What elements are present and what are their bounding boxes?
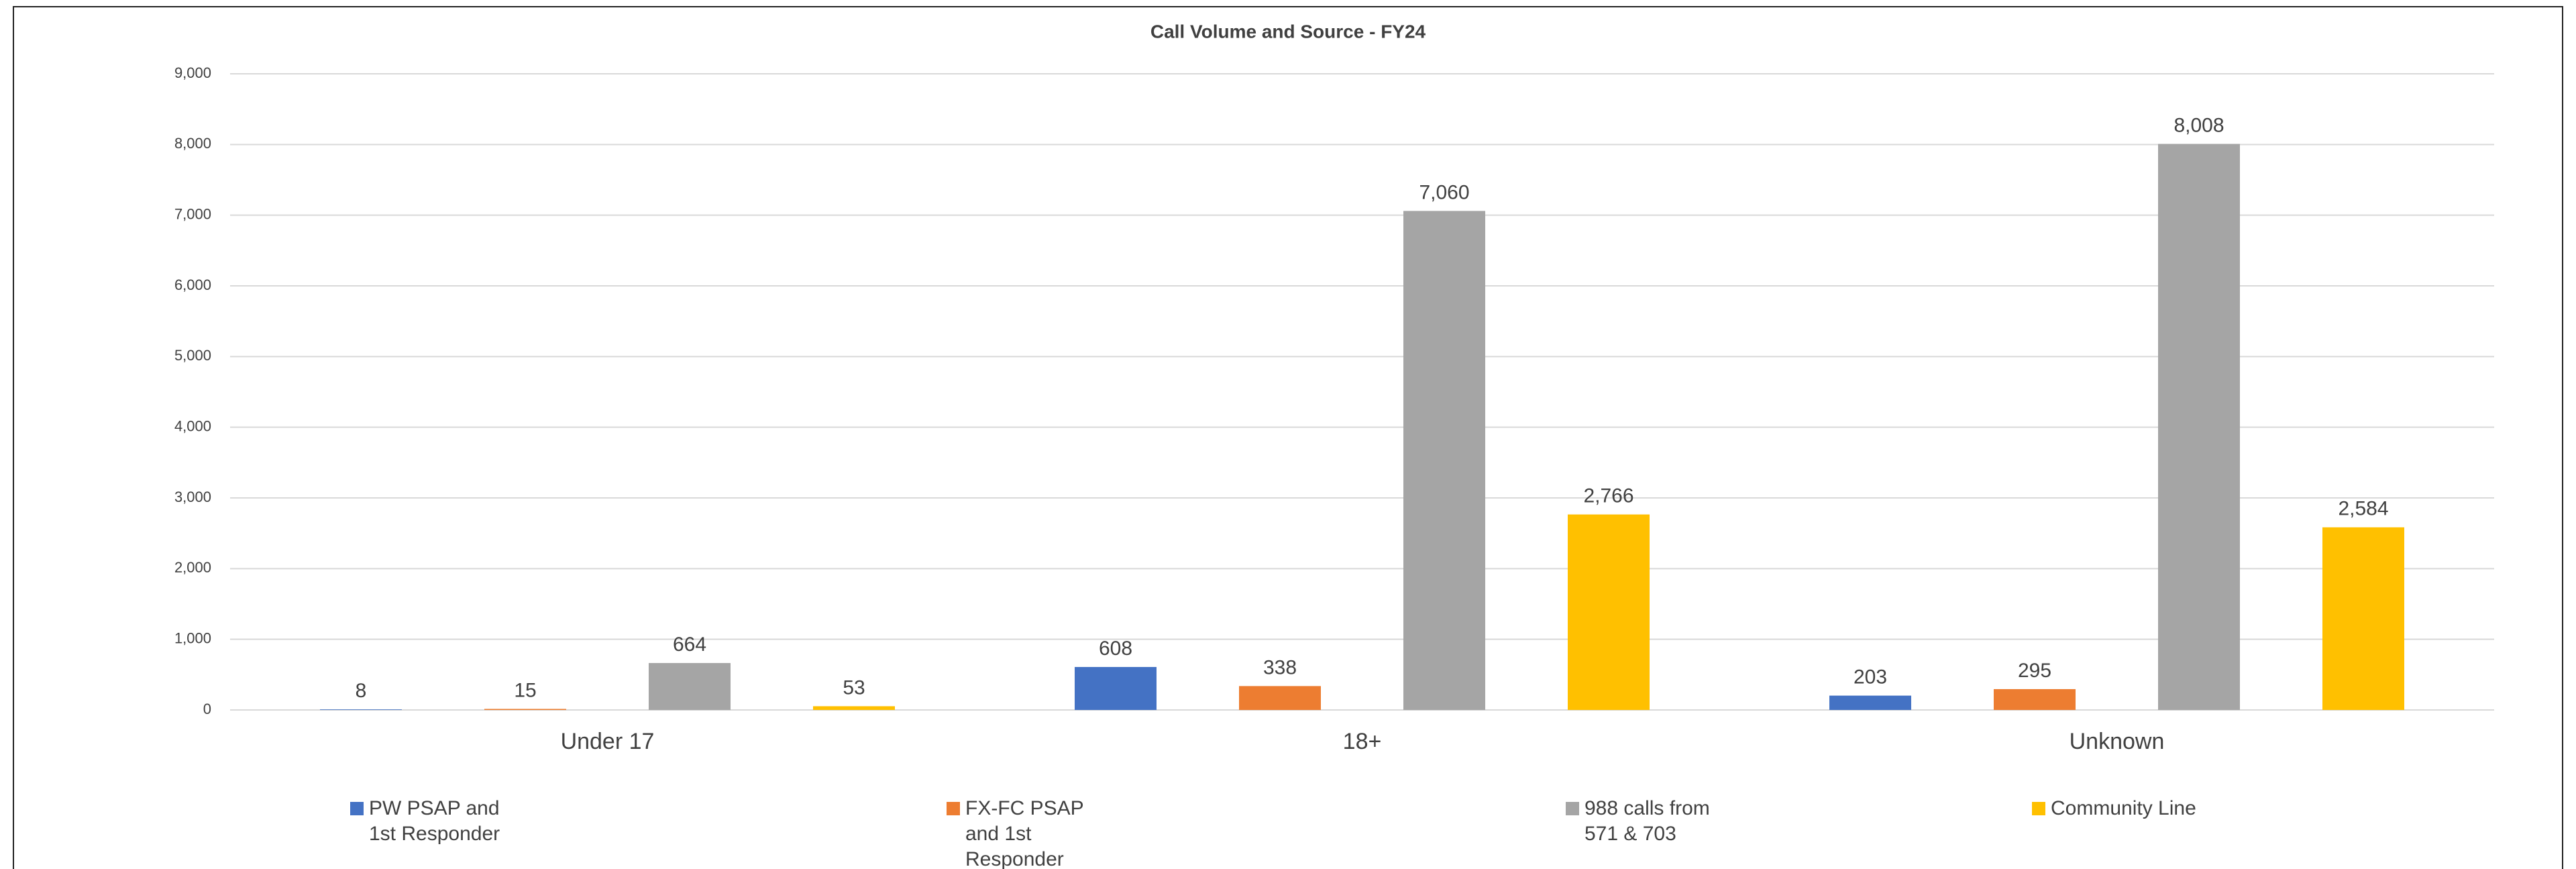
y-tick-label: 0	[203, 701, 211, 717]
data-label: 295	[2018, 660, 2051, 682]
bar	[1994, 688, 2076, 710]
legend-swatch	[947, 802, 960, 815]
chart-border	[13, 6, 2563, 869]
legend-item: PW PSAP and 1st Responder	[350, 796, 523, 847]
bar	[649, 663, 731, 710]
bar	[1568, 514, 1650, 710]
data-label: 2,584	[2338, 498, 2388, 520]
data-label: 338	[1263, 656, 1297, 678]
y-tick-label: 7,000	[174, 205, 211, 222]
data-label: 608	[1099, 637, 1132, 660]
legend-label: FX-FC PSAP and 1st Responder	[965, 797, 1084, 869]
legend-swatch	[2032, 802, 2045, 815]
y-tick-label: 9,000	[174, 64, 211, 81]
bar	[2322, 527, 2404, 710]
bar	[1075, 666, 1157, 710]
bar	[1829, 695, 1911, 710]
legend-item: Community Line	[2032, 796, 2196, 821]
legend-swatch	[350, 802, 364, 815]
data-label: 8,008	[2174, 114, 2224, 136]
data-label: 664	[673, 633, 706, 656]
bar	[813, 706, 895, 710]
legend-item: FX-FC PSAP and 1st Responder	[947, 796, 1120, 869]
data-label: 53	[843, 676, 865, 699]
x-tick-label: Unknown	[2070, 729, 2165, 754]
data-label: 203	[1854, 666, 1887, 688]
chart-title: Call Volume and Source - FY24	[1150, 21, 1426, 42]
y-tick-label: 6,000	[174, 276, 211, 293]
legend-label: PW PSAP and 1st Responder	[369, 797, 500, 845]
data-label: 15	[514, 679, 536, 701]
data-label: 2,766	[1583, 485, 1633, 507]
y-tick-label: 5,000	[174, 347, 211, 364]
legend-swatch	[1566, 802, 1579, 815]
bar	[2158, 144, 2240, 710]
y-tick-label: 4,000	[174, 417, 211, 434]
bar	[1239, 686, 1321, 710]
y-tick-label: 8,000	[174, 135, 211, 152]
x-tick-label: 18+	[1343, 729, 1382, 754]
data-label: 7,060	[1419, 181, 1469, 203]
x-tick-label: Under 17	[561, 729, 655, 754]
bar	[1403, 211, 1485, 710]
legend-label: 988 calls from 571 & 703	[1585, 797, 1710, 845]
y-tick-label: 2,000	[174, 559, 211, 576]
bar	[484, 709, 566, 710]
legend-item: 988 calls from 571 & 703	[1566, 796, 1739, 847]
y-tick-label: 1,000	[174, 629, 211, 646]
data-label: 8	[356, 680, 367, 702]
y-tick-label: 3,000	[174, 489, 211, 505]
legend-label: Community Line	[2051, 797, 2196, 819]
bar	[320, 709, 402, 710]
